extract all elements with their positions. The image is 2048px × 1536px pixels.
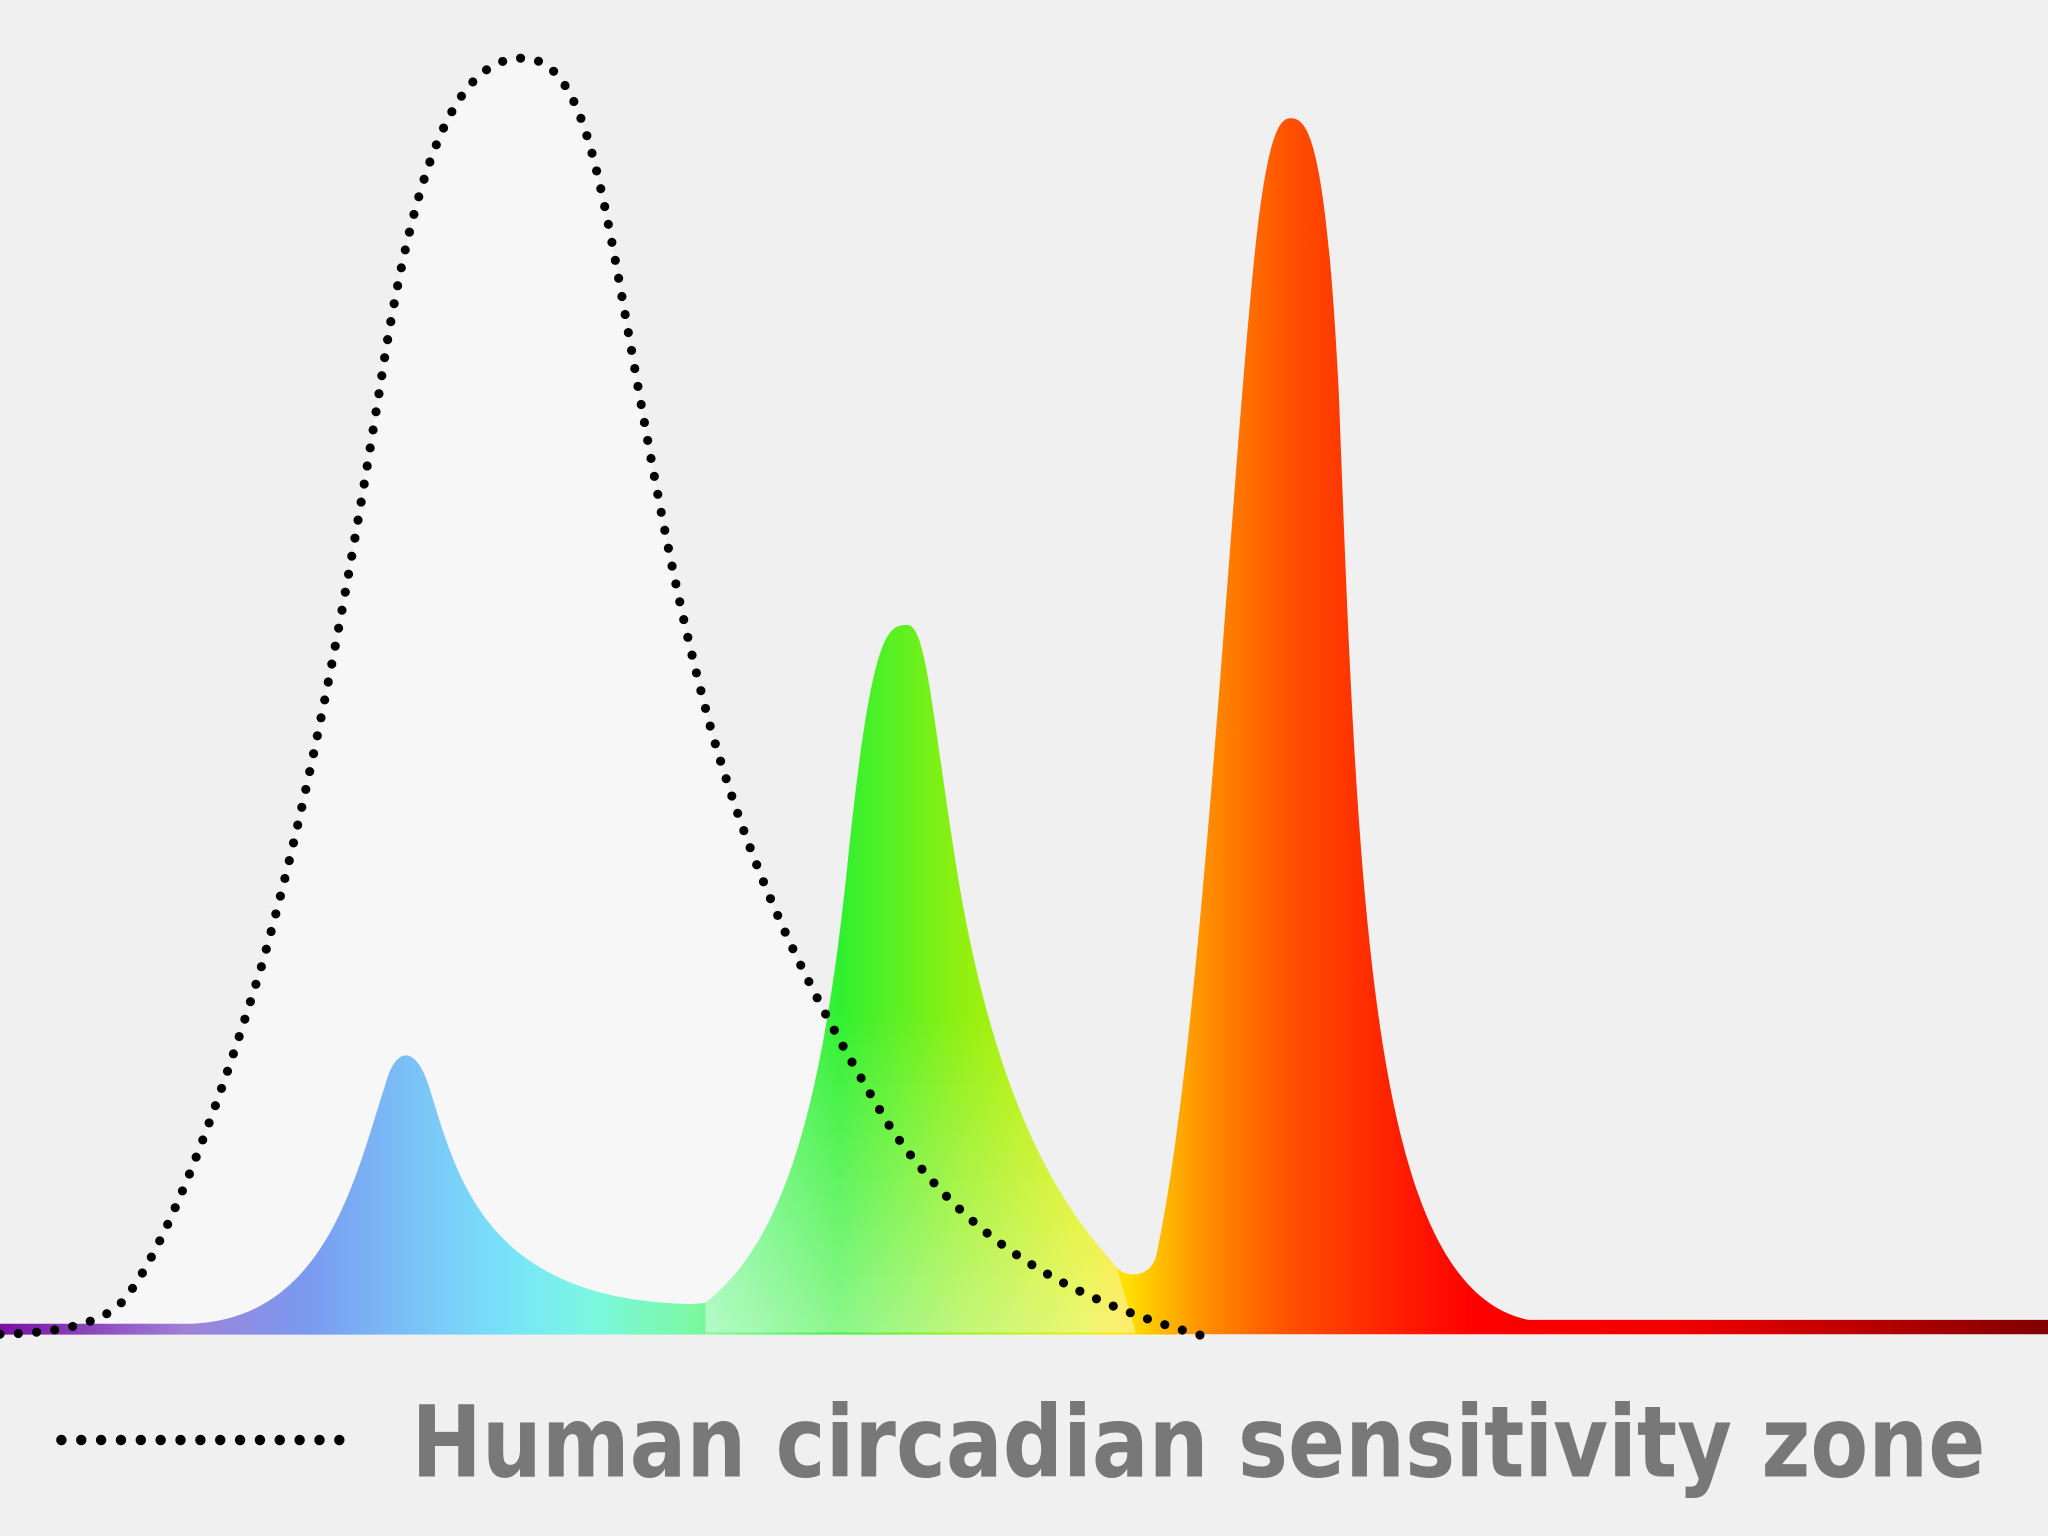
legend: Human circadian sensitivity zone [56, 1386, 1985, 1501]
legend-label: Human circadian sensitivity zone [411, 1386, 1985, 1501]
circadian-sensitivity-curve [0, 53, 1207, 1341]
sensitivity-area [0, 58, 1202, 1336]
spectrum-wash [705, 624, 1137, 1335]
